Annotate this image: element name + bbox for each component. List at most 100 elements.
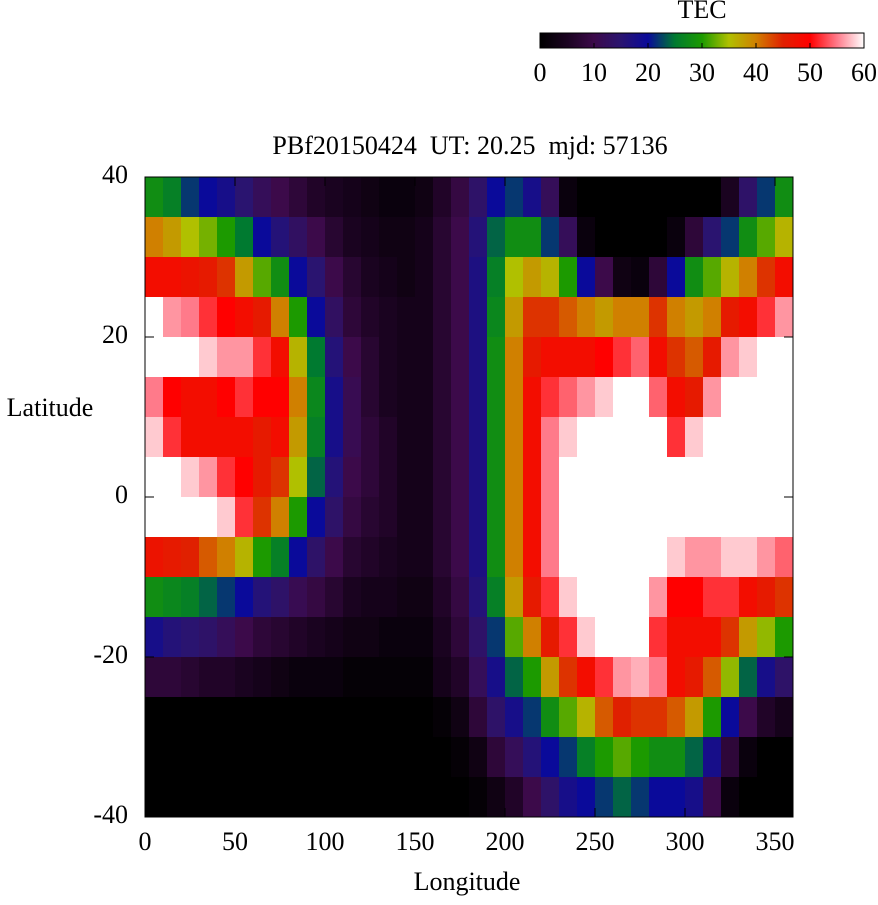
heat-cell [667,457,686,498]
heat-cell [613,737,632,778]
heat-cell [505,777,524,818]
heat-cell [253,777,272,818]
heat-cell [145,377,164,418]
heat-cell [253,657,272,698]
heat-cell [433,617,452,658]
heat-cell [469,257,488,298]
heat-cell [721,577,740,618]
heat-cell [469,177,488,218]
heat-cell [307,257,326,298]
colorbar-tick-label: 0 [534,58,547,87]
heat-cell [685,777,704,818]
heat-cell [181,697,200,738]
heat-cell [487,697,506,738]
heat-cell [235,257,254,298]
heat-cell [757,417,776,458]
heat-cell [271,217,290,258]
heat-cell [559,417,578,458]
heat-cell [235,217,254,258]
heat-cell [433,697,452,738]
heat-cell [145,777,164,818]
heat-cell [343,177,362,218]
heat-cell [739,697,758,738]
heat-cell [739,417,758,458]
heat-cell [721,497,740,538]
heat-cell [631,497,650,538]
heat-cell [199,617,218,658]
heat-cell [577,177,596,218]
heat-cell [361,217,380,258]
heat-cell [559,257,578,298]
heat-cell [559,577,578,618]
heat-cell [559,737,578,778]
heat-cell [253,417,272,458]
heat-cell [181,617,200,658]
heat-cell [577,217,596,258]
heat-cell [685,377,704,418]
heat-cell [433,577,452,618]
heat-cell [361,537,380,578]
heat-cell [469,497,488,538]
heat-cell [451,737,470,778]
colorbar-tick-label: 20 [635,58,661,87]
heat-cell [307,577,326,618]
heat-cell [451,377,470,418]
heat-cell [181,737,200,778]
heat-cell [469,537,488,578]
heat-cell [325,577,344,618]
heat-cell [451,777,470,818]
heat-cell [397,577,416,618]
heat-cell [397,697,416,738]
heat-cell [649,257,668,298]
heat-cell [721,697,740,738]
heat-cell [505,337,524,378]
heat-cell [235,537,254,578]
heat-cell [523,457,542,498]
heat-cell [397,537,416,578]
heat-cell [415,257,434,298]
heat-cell [289,257,308,298]
heat-cell [505,217,524,258]
heat-cell [595,617,614,658]
heat-cell [289,497,308,538]
heat-cell [361,737,380,778]
heat-cell [649,337,668,378]
heat-cell [649,537,668,578]
heat-cell [307,417,326,458]
heat-cell [667,737,686,778]
heat-cell [775,737,794,778]
heat-cell [253,177,272,218]
heat-cell [397,497,416,538]
heat-cell [145,217,164,258]
heat-cell [397,217,416,258]
heat-cell [199,177,218,218]
heat-cell [451,297,470,338]
heat-cell [505,497,524,538]
heat-cell [397,457,416,498]
heat-cell [757,737,776,778]
heat-cell [667,297,686,338]
heat-cell [325,417,344,458]
heat-cell [397,617,416,658]
heat-cell [523,417,542,458]
heat-cell [307,217,326,258]
heat-cell [325,337,344,378]
heat-cell [631,737,650,778]
heat-cell [613,257,632,298]
heat-cell [667,577,686,618]
heat-cell [325,377,344,418]
heat-cell [217,697,236,738]
heat-cell [739,657,758,698]
heat-cell [415,217,434,258]
heat-cell [469,377,488,418]
colorbar-tick-label: 60 [851,58,877,87]
heat-cell [757,457,776,498]
colorbar-tick-label: 10 [581,58,607,87]
heat-cell [757,217,776,258]
heat-cell [667,417,686,458]
heat-cell [163,377,182,418]
heat-cell [487,417,506,458]
heat-cell [595,417,614,458]
heat-cell [289,457,308,498]
